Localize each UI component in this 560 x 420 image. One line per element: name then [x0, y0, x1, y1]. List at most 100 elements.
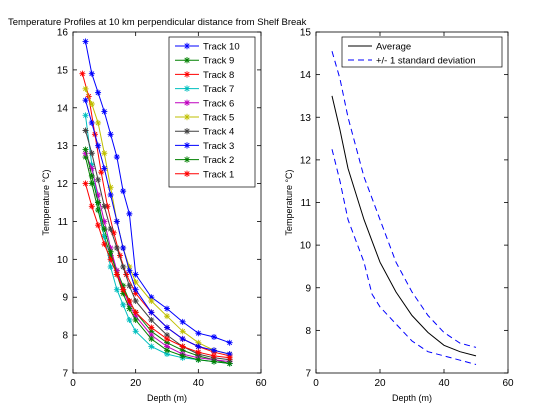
data-point	[107, 252, 114, 259]
data-point	[132, 271, 139, 278]
data-point	[82, 150, 89, 157]
legend-box	[341, 36, 503, 68]
data-point	[179, 343, 186, 350]
data-point	[126, 301, 133, 308]
data-point	[101, 241, 108, 248]
x-axis-label: Depth (m)	[147, 393, 187, 403]
legend-marker	[183, 128, 191, 135]
legend-entry: Average	[348, 42, 411, 53]
data-point	[126, 316, 133, 323]
data-point	[98, 169, 105, 176]
legend-marker	[183, 170, 191, 177]
data-point	[132, 328, 139, 335]
y-tick-label: 12	[300, 155, 312, 166]
x-tick-label: 20	[374, 378, 386, 389]
data-point	[148, 309, 155, 316]
data-point	[126, 298, 133, 305]
data-point	[82, 112, 89, 119]
y-tick-label: 7	[305, 369, 311, 380]
data-point	[113, 218, 120, 225]
data-point	[95, 207, 102, 214]
data-point	[148, 332, 155, 339]
data-point	[95, 176, 102, 183]
series-track-7	[82, 112, 233, 367]
legend-label: +/- 1 standard deviation	[376, 56, 476, 67]
data-point	[195, 343, 202, 350]
data-point	[101, 233, 108, 240]
legend-label: Track 1	[203, 169, 234, 180]
y-tick-label: 7	[62, 369, 68, 380]
legend-entry: Track 8	[175, 70, 234, 81]
data-point	[107, 263, 114, 270]
legend-entry: Track 6	[175, 98, 234, 109]
series-line	[331, 51, 477, 348]
data-point	[226, 360, 233, 367]
data-point	[95, 191, 102, 198]
data-point	[120, 244, 127, 251]
data-point	[113, 154, 120, 161]
legend-label: Track 5	[203, 113, 234, 124]
data-point	[179, 335, 186, 342]
data-point	[148, 324, 155, 331]
series-track-1	[82, 180, 233, 361]
data-point	[132, 298, 139, 305]
data-point	[132, 279, 139, 286]
legend-marker	[183, 113, 191, 121]
series--1-standard-deviation	[331, 51, 477, 348]
series-track-10	[82, 38, 233, 346]
legend-marker	[183, 142, 191, 149]
y-tick-label: 14	[57, 103, 69, 114]
data-point	[148, 316, 155, 323]
legend-marker	[183, 85, 191, 92]
legend-entry: Track 3	[175, 141, 234, 152]
data-point	[113, 286, 120, 293]
data-point	[195, 339, 202, 346]
x-tick-label: 40	[438, 378, 450, 389]
data-point	[88, 150, 95, 157]
legend-label: Track 7	[203, 84, 234, 95]
data-point	[107, 256, 114, 263]
data-point	[148, 328, 155, 335]
y-tick-label: 13	[57, 141, 69, 152]
legend-label: Average	[376, 42, 411, 53]
legend: Average +/- 1 standard deviation	[341, 36, 503, 68]
data-point	[123, 271, 130, 278]
data-point	[95, 199, 102, 206]
y-tick-label: 9	[62, 293, 68, 304]
y-tick-label: 8	[305, 326, 311, 337]
data-point	[126, 263, 133, 270]
legend: Track 10 Track 9 Track 8 Track 7 Track 6 Trac…	[168, 36, 256, 188]
legend-label: Track 10	[203, 42, 240, 53]
data-point	[148, 294, 155, 301]
data-point	[179, 318, 186, 325]
x-tick-label: 60	[255, 378, 267, 389]
data-point	[211, 352, 217, 359]
data-point	[179, 328, 186, 335]
legend-box	[168, 36, 256, 188]
data-point	[95, 119, 102, 126]
series-lower-deviation	[331, 149, 477, 365]
y-tick-label: 11	[301, 198, 312, 209]
legend-entry: Track 10	[175, 42, 240, 53]
x-tick-label: 0	[70, 378, 76, 389]
data-point	[226, 351, 233, 358]
y-axis-label: Temperature °C)	[41, 169, 51, 235]
data-point	[88, 180, 95, 187]
data-point	[148, 343, 155, 350]
y-tick-label: 10	[57, 255, 69, 266]
legend-label: Track 4	[203, 127, 234, 138]
x-tick-label: 0	[313, 378, 319, 389]
series-line	[331, 95, 477, 357]
data-point	[95, 142, 102, 149]
data-point	[101, 226, 108, 233]
data-point	[132, 316, 139, 323]
data-point	[120, 282, 127, 289]
data-point	[195, 349, 202, 356]
data-point	[126, 210, 133, 217]
x-tick-label: 40	[193, 378, 205, 389]
data-point	[88, 70, 95, 77]
data-point	[179, 352, 186, 359]
data-point	[82, 85, 89, 92]
y-tick-label: 10	[300, 241, 312, 252]
